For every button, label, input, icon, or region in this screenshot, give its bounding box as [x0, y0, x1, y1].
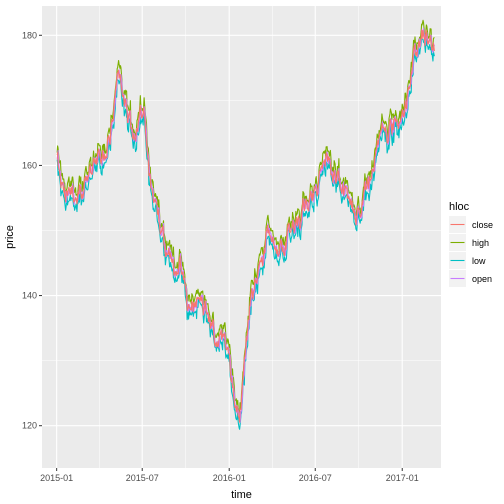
x-tick-label: 2016-07 [299, 473, 332, 483]
y-axis-title: price [4, 225, 16, 249]
x-tick-label: 2017-01 [386, 473, 419, 483]
x-axis-title: time [231, 489, 252, 501]
y-tick-label: 120 [22, 421, 37, 431]
y-tick-label: 140 [22, 291, 37, 301]
y-tick-label: 180 [22, 30, 37, 40]
y-tick-label: 160 [22, 160, 37, 170]
x-tick-label: 2015-01 [40, 473, 73, 483]
x-tick-label: 2015-07 [126, 473, 159, 483]
x-tick-label: 2016-01 [213, 473, 246, 483]
legend-label-low: low [472, 256, 486, 266]
legend-label-high: high [472, 238, 489, 248]
legend-title: hloc [449, 201, 470, 213]
legend-label-close: close [472, 220, 493, 230]
legend-label-open: open [472, 274, 492, 284]
